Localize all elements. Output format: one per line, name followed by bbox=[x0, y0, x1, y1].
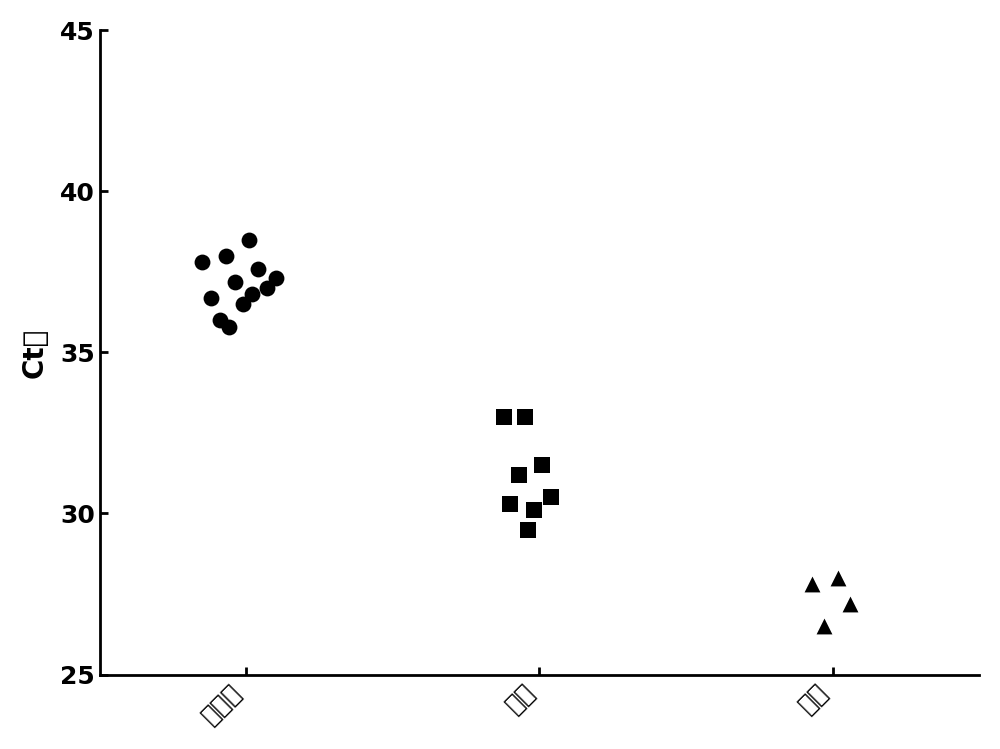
Point bbox=[526, 504, 542, 516]
Point bbox=[218, 250, 234, 262]
Point bbox=[511, 469, 527, 481]
Point bbox=[250, 263, 266, 275]
Point bbox=[241, 234, 257, 246]
Point bbox=[227, 276, 243, 288]
Point bbox=[830, 572, 846, 584]
Point bbox=[194, 256, 210, 268]
Point bbox=[235, 298, 251, 310]
Point bbox=[842, 598, 858, 610]
Point bbox=[203, 291, 219, 303]
Point bbox=[244, 288, 260, 300]
Point bbox=[221, 321, 237, 333]
Point bbox=[520, 524, 536, 536]
Point bbox=[804, 578, 820, 590]
Point bbox=[816, 620, 832, 632]
Point bbox=[259, 282, 275, 294]
Point bbox=[534, 459, 550, 471]
Point bbox=[543, 491, 559, 503]
Y-axis label: Ct値: Ct値 bbox=[21, 327, 49, 377]
Point bbox=[212, 315, 228, 327]
Point bbox=[502, 498, 518, 510]
Point bbox=[517, 411, 533, 423]
Point bbox=[496, 411, 512, 423]
Point bbox=[268, 273, 284, 285]
